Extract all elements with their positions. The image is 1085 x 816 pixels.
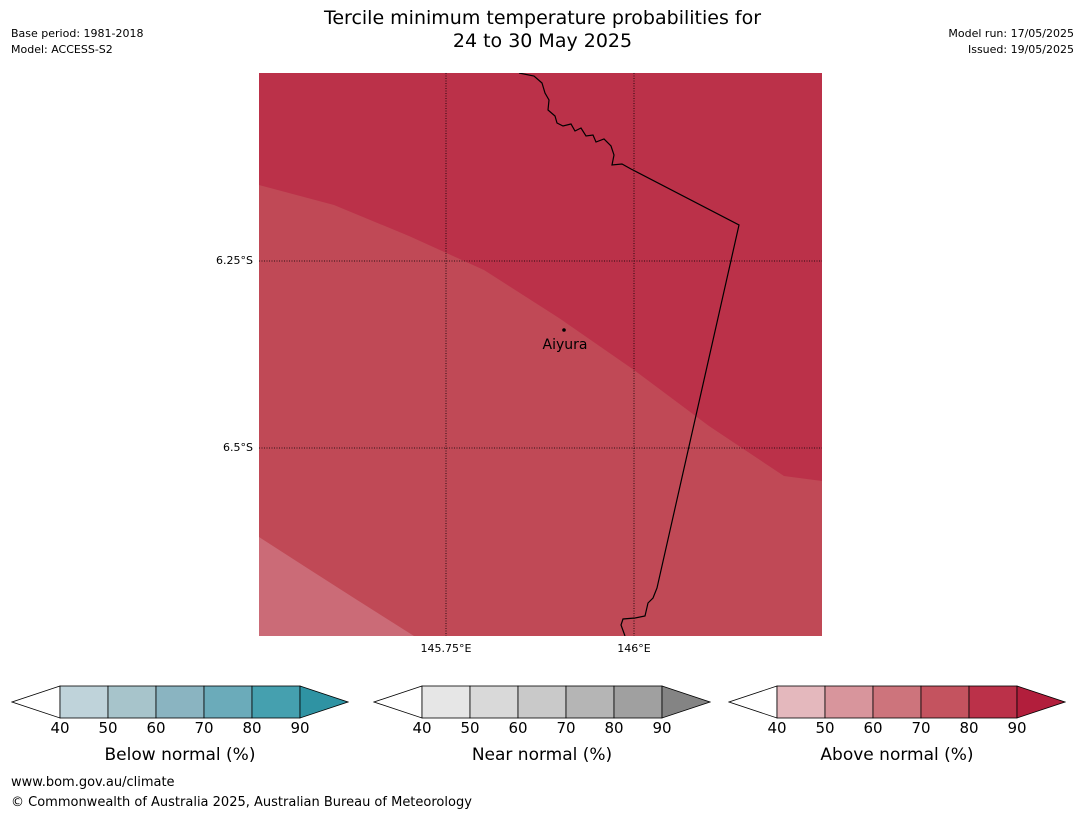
map-title: Tercile minimum temperature probabilitie… [0, 7, 1085, 53]
colorbar-segment [968, 685, 1018, 719]
colorbar-max-arrow [1016, 685, 1066, 719]
colorbar-min-arrow [11, 685, 61, 719]
colorbar-tick-label: 60 [863, 719, 883, 737]
colorbar-title: Near normal (%) [471, 745, 613, 765]
lat-label-6-5: 6.5°S [223, 441, 253, 454]
colorbar-tick-label: 50 [98, 719, 118, 737]
colorbar-segment [155, 685, 205, 719]
colorbar-tick-label: 80 [242, 719, 262, 737]
colorbar-title: Above normal (%) [820, 745, 974, 765]
lon-label-146: 146°E [617, 642, 651, 655]
colorbar-tick-label: 60 [508, 719, 528, 737]
colorbar-segment [107, 685, 157, 719]
lon-label-145-75: 145.75°E [420, 642, 472, 655]
meta-right: Model run: 17/05/2025 Issued: 19/05/2025 [948, 26, 1074, 58]
colorbar-segment [565, 685, 615, 719]
colorbar-segment [824, 685, 874, 719]
colorbar-title: Below normal (%) [104, 745, 256, 765]
colorbar-segment [872, 685, 922, 719]
model-run: Model run: 17/05/2025 [948, 27, 1074, 40]
colorbar-tick-label: 90 [290, 719, 310, 737]
colorbar-segment [421, 685, 471, 719]
province-boundary [518, 73, 740, 636]
band-above-70 [259, 537, 414, 636]
band-above-80 [259, 185, 822, 636]
colorbar-tick-label: 80 [959, 719, 979, 737]
colorbar-tick-label: 80 [604, 719, 624, 737]
colorbar-tick-label: 40 [412, 719, 432, 737]
footer-url: www.bom.gov.au/climate [11, 775, 175, 790]
base-period: Base period: 1981-2018 [11, 27, 144, 40]
colorbar-tick-label: 40 [50, 719, 70, 737]
colorbar-segment [469, 685, 519, 719]
lat-label-6-25: 6.25°S [216, 254, 253, 267]
colorbar-2 [373, 685, 711, 719]
colorbar-segment [203, 685, 253, 719]
model-name: Model: ACCESS-S2 [11, 43, 113, 56]
colorbar-segment [251, 685, 301, 719]
colorbar-1 [11, 685, 349, 719]
meta-left: Base period: 1981-2018 Model: ACCESS-S2 [11, 26, 143, 58]
issued-date: Issued: 19/05/2025 [967, 43, 1074, 56]
colorbar-segment [517, 685, 567, 719]
colorbar-tick-label: 70 [556, 719, 576, 737]
colorbar-min-arrow [373, 685, 423, 719]
colorbar-tick-label: 70 [911, 719, 931, 737]
colorbar-segment [613, 685, 663, 719]
title-line-1: Tercile minimum temperature probabilitie… [323, 7, 762, 29]
colorbar-min-arrow [728, 685, 778, 719]
colorbar-tick-label: 50 [460, 719, 480, 737]
colorbar-tick-label: 40 [767, 719, 787, 737]
probability-map [259, 73, 822, 636]
colorbar-max-arrow [661, 685, 711, 719]
colorbar-segment [920, 685, 970, 719]
colorbar-tick-label: 90 [1007, 719, 1027, 737]
colorbar-tick-label: 90 [652, 719, 672, 737]
colorbar-tick-label: 60 [146, 719, 166, 737]
colorbar-tick-label: 50 [815, 719, 835, 737]
colorbar-segment [59, 685, 109, 719]
colorbar-tick-label: 70 [194, 719, 214, 737]
title-line-2: 24 to 30 May 2025 [452, 30, 633, 52]
place-label: Aiyura [542, 337, 588, 353]
town-marker [562, 328, 566, 332]
colorbar-segment [776, 685, 826, 719]
colorbar-max-arrow [299, 685, 349, 719]
colorbar-3 [728, 685, 1066, 719]
footer-copyright: © Commonwealth of Australia 2025, Austra… [11, 795, 472, 810]
